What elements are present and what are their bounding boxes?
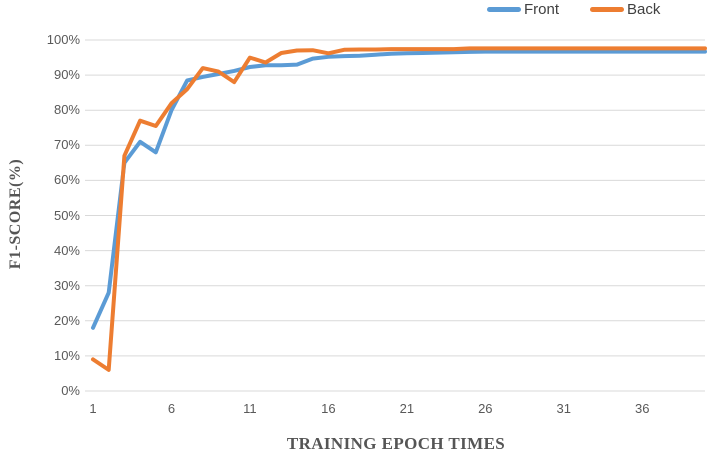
y-tick-label: 30% — [53, 277, 80, 293]
y-tick-label: 80% — [53, 102, 80, 118]
front-series-label: Front — [524, 1, 560, 18]
x-tick-label: 6 — [167, 401, 176, 416]
x-tick-label: 11 — [243, 401, 257, 416]
y-tick-label: 0% — [61, 383, 80, 398]
x-tick-label: 16 — [321, 401, 336, 416]
x-tick-label: 21 — [399, 401, 415, 416]
y-tick-label: 100% — [46, 32, 80, 47]
back-series-swatch — [590, 7, 625, 12]
legend-item-back: Back — [590, 1, 660, 18]
front-series-swatch — [487, 7, 521, 12]
x-axis-title: TRAINING EPOCH TIMES — [286, 434, 506, 453]
x-tick-label: 1 — [89, 401, 97, 416]
y-tick-label: 60% — [53, 172, 80, 188]
x-tick-label: 26 — [478, 401, 493, 416]
x-tick-label: 31 — [556, 401, 571, 416]
back-series-line — [91, 46, 707, 372]
chart-legend: Front Back — [487, 1, 660, 18]
y-tick-label: 50% — [53, 207, 80, 223]
y-axis-title: F1-SCORE(%) — [7, 158, 24, 270]
y-tick-label: 90% — [53, 67, 80, 83]
y-tick-label: 70% — [53, 137, 80, 153]
x-tick-label: 36 — [634, 401, 650, 416]
y-tick-label: 40% — [53, 242, 80, 258]
legend-item-front: Front — [487, 1, 559, 18]
y-tick-label: 10% — [53, 347, 80, 363]
back-series-label: Back — [627, 1, 661, 18]
y-tick-label: 20% — [53, 312, 80, 328]
